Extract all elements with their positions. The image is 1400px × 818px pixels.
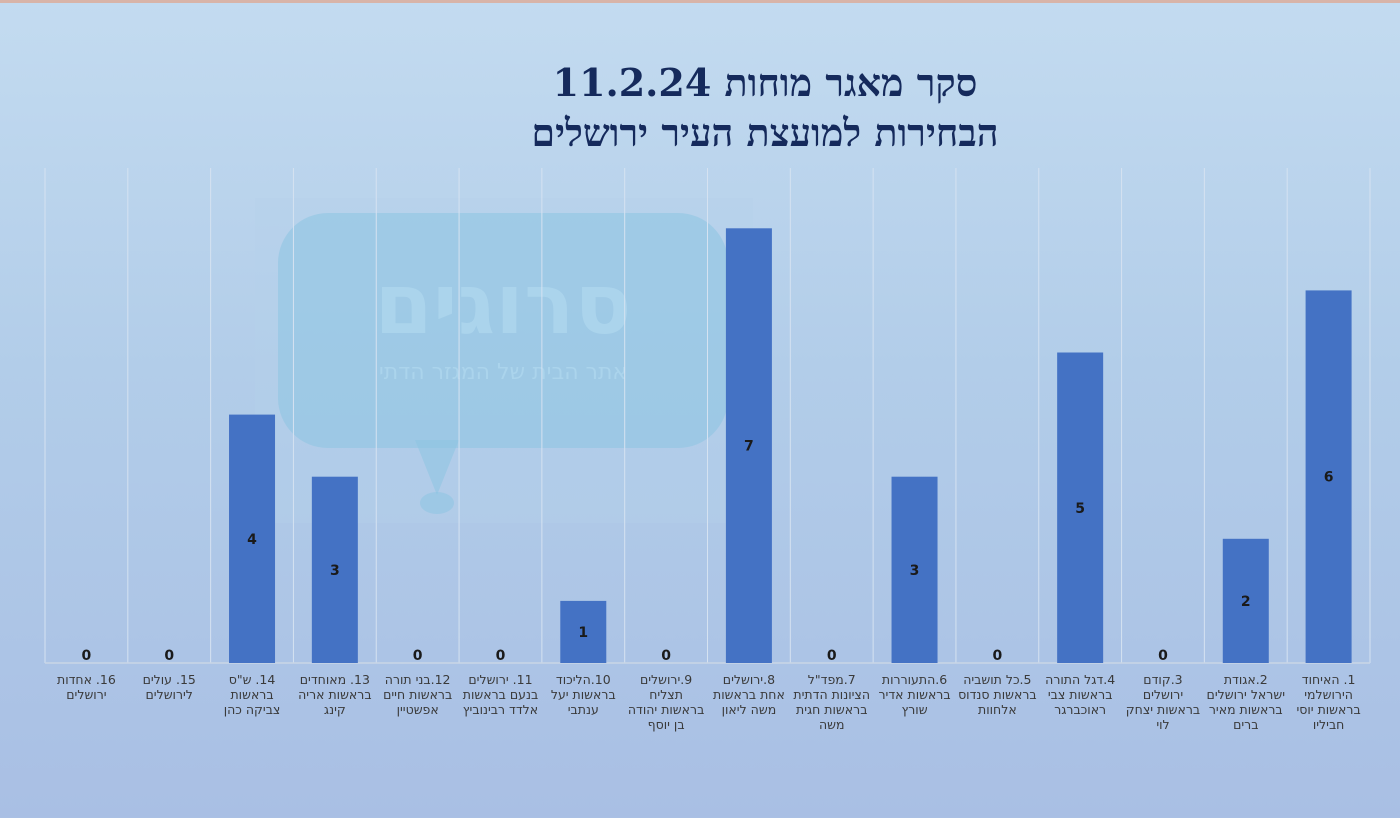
- data-label: 6: [1324, 470, 1334, 486]
- chart-title: סקר מאגר מוחות 11.2.24 הבחירות למועצת הע…: [0, 58, 1400, 158]
- data-label: 0: [82, 648, 92, 664]
- x-tick-label: 11. ירושלים בנעם בראשות אלדד רבינוביץ: [462, 672, 539, 717]
- bar: [725, 228, 772, 664]
- watermark-tagline: אתר הבית של המגזר הדתי: [378, 360, 628, 385]
- x-tick-label: 10.הליכוד בראשות יעל ענתבי: [550, 672, 616, 717]
- data-label: 1: [578, 625, 588, 641]
- bar: [1057, 352, 1104, 663]
- data-label: 0: [496, 648, 506, 664]
- x-tick-label: 4.דגל התורה בראשות צבי ראוכברגר: [1045, 672, 1116, 717]
- data-label: 0: [164, 648, 174, 664]
- x-tick-label: 9.ירושלים תצליח בראשות יהודה בן יוסף: [627, 672, 705, 732]
- x-tick-label: 2.אגודת ישראל ירושלים בראשות מאיר ברים: [1206, 672, 1285, 732]
- watermark-bubble: [278, 213, 728, 448]
- data-label: 0: [413, 648, 423, 664]
- watermark-dot: [420, 492, 454, 514]
- data-label: 4: [247, 532, 257, 548]
- x-tick-label: 6.התעוררות בראשות אדיר שורץ: [878, 672, 951, 717]
- data-label: 0: [992, 648, 1002, 664]
- top-border: [0, 0, 1400, 3]
- data-label: 3: [910, 563, 920, 579]
- x-tick-label: 1. האיחוד הירושלמי בראשות יוסי חביליו: [1296, 672, 1361, 732]
- bar: [560, 600, 607, 663]
- data-label: 7: [744, 439, 754, 455]
- data-label: 0: [661, 648, 671, 664]
- watermark-logo-text: סרוגים: [374, 255, 632, 353]
- x-tick-label: 12.בני תורה בראשות חיים אפשטיין: [383, 672, 453, 717]
- x-tick-label: 16. אחדות ירושלים: [56, 672, 116, 702]
- bar: [1222, 538, 1269, 663]
- x-tick-label: 8.ירושלים אחת בראשות משה ליאון: [712, 672, 785, 717]
- bar: [1305, 290, 1352, 663]
- bar: [311, 476, 358, 663]
- x-tick-label: 7.מפד"ל הציונות הדתית בראשות חגית משה: [793, 672, 871, 732]
- x-tick-label: 3.קודם ירושלים בראשות יצחק לוי: [1125, 672, 1201, 732]
- data-label: 0: [827, 648, 837, 664]
- x-tick-label: 15. עולים לירושלים: [142, 672, 196, 702]
- x-tick-label: 14. ש"ס בראשות צביקה כהן: [223, 672, 281, 717]
- bar: [229, 414, 276, 663]
- chart-title-line-1: סקר מאגר מוחות 11.2.24: [552, 60, 978, 105]
- data-label: 2: [1241, 594, 1251, 610]
- chart-title-line-2: הבחירות למועצת העיר ירושלים: [531, 110, 999, 155]
- x-tick-label: 5.כל תושביה בראשות סנדוס אלחוות: [958, 672, 1037, 717]
- x-tick-label: 13. מאוחדים בראשות אריה קינג: [298, 672, 372, 717]
- data-label: 5: [1075, 501, 1085, 517]
- data-label: 0: [1158, 648, 1168, 664]
- bar: [891, 476, 938, 663]
- data-label: 3: [330, 563, 340, 579]
